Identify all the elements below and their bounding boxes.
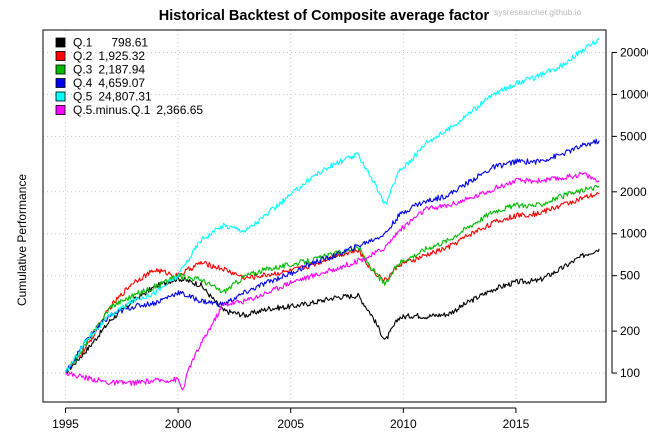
x-tick-label: 2000 bbox=[165, 417, 192, 431]
legend-swatch-q-5 bbox=[55, 91, 66, 102]
y-tick-label: 2000 bbox=[620, 185, 647, 199]
chart-title: Historical Backtest of Composite average… bbox=[159, 8, 490, 24]
y-tick-label: 10000 bbox=[620, 87, 648, 101]
x-tick-label: 2005 bbox=[277, 417, 304, 431]
y-tick-label: 100 bbox=[620, 366, 640, 380]
legend-swatch-q-3 bbox=[55, 64, 66, 75]
legend: Q.1 798.61 Q.2 1,925.32 Q.3 2,187.94 Q.4 4,659.… bbox=[55, 36, 203, 117]
legend-value-q-4: 4,659.07 bbox=[98, 76, 145, 90]
legend-swatch-q-2 bbox=[55, 51, 66, 61]
series-lines bbox=[64, 37, 600, 391]
legend-value-q-5-minus-q-1: 2,366.65 bbox=[156, 103, 203, 117]
legend-label-q-2: Q.2 bbox=[73, 49, 93, 63]
legend-value-q-3: 2,187.94 bbox=[98, 63, 145, 77]
legend-label-q-5: Q.5 bbox=[73, 90, 93, 104]
series-line-q-5-minus-q-1 bbox=[65, 171, 600, 391]
axes: 1995 2000 2005 2010 2015 100 200 500 1000 2000 500… bbox=[52, 45, 648, 431]
legend-swatch-q-4 bbox=[55, 78, 66, 88]
watermark-text: sysresearcher.github.io bbox=[494, 7, 582, 17]
legend-value-q-5: 24,807.31 bbox=[98, 90, 152, 104]
series-line-q-1 bbox=[64, 248, 600, 374]
x-tick-label: 2010 bbox=[390, 417, 417, 431]
y-tick-label: 20000 bbox=[620, 45, 648, 59]
legend-swatch-q-1 bbox=[55, 37, 66, 48]
legend-label-q-5-minus-q-1: Q.5.minus.Q.1 bbox=[73, 103, 151, 117]
y-tick-label: 500 bbox=[620, 269, 640, 283]
plot-frame bbox=[42, 29, 607, 403]
legend-value-q-1: 798.61 bbox=[111, 36, 148, 50]
legend-label-q-3: Q.3 bbox=[73, 63, 93, 77]
y-axis-label: Cumulative Performance bbox=[15, 174, 29, 306]
y-tick-label: 200 bbox=[620, 324, 640, 338]
legend-label-q-4: Q.4 bbox=[73, 76, 93, 90]
legend-swatch-q-5-minus-q-1 bbox=[55, 105, 66, 115]
series-line-q-3 bbox=[64, 185, 600, 374]
y-tick-label: 1000 bbox=[620, 227, 647, 241]
legend-value-q-2: 1,925.32 bbox=[98, 49, 145, 63]
x-tick-label: 2015 bbox=[503, 417, 530, 431]
series-line-q-5 bbox=[64, 37, 600, 374]
y-tick-label: 5000 bbox=[620, 129, 647, 143]
legend-label-q-1: Q.1 bbox=[73, 36, 93, 50]
x-tick-label: 1995 bbox=[52, 417, 79, 431]
series-line-q-4 bbox=[65, 138, 600, 374]
